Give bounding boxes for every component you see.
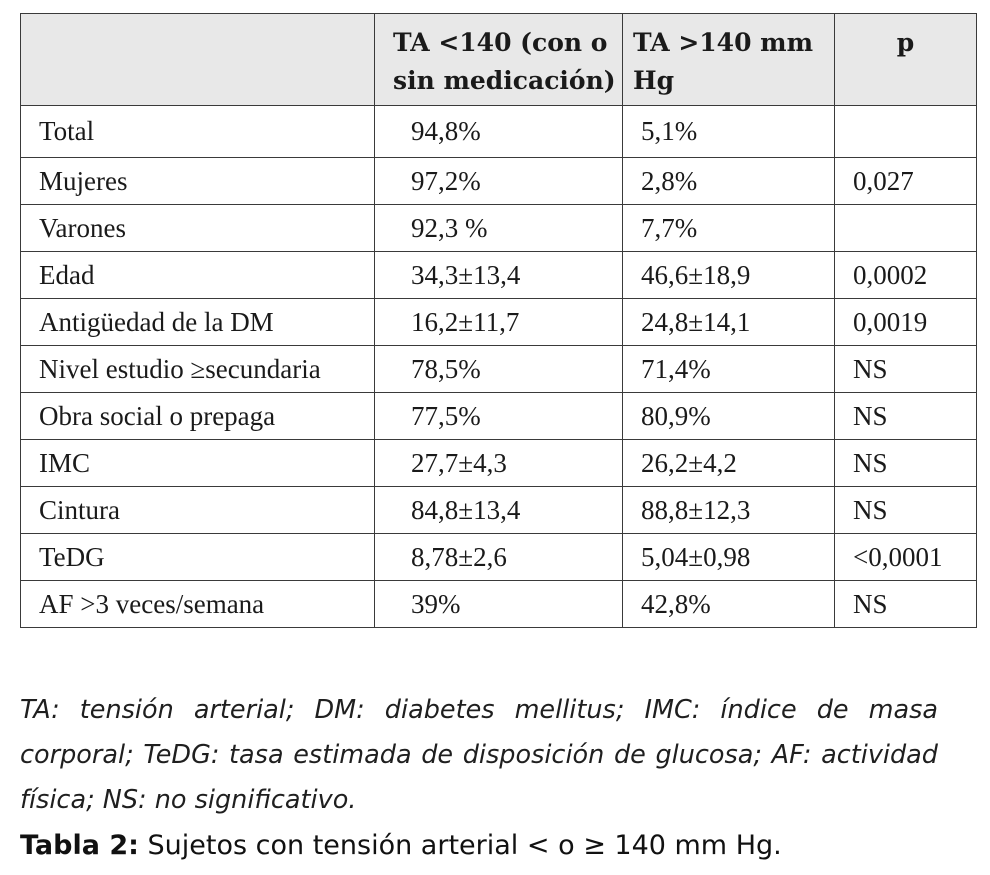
cell-ta-below-140: 16,2±11,7 <box>374 298 623 346</box>
header-ta-above-140: TA >140 mm Hg <box>622 13 835 106</box>
cell-ta-below-140: 97,2% <box>374 157 623 205</box>
table-row: TeDG 8,78±2,6 5,04±0,98 <0,0001 <box>20 533 977 581</box>
cell-ta-above-140: 46,6±18,9 <box>622 251 835 299</box>
cell-ta-above-140: 26,2±4,2 <box>622 439 835 487</box>
cell-ta-above-140: 24,8±14,1 <box>622 298 835 346</box>
table-row: Nivel estudio ≥secundaria 78,5% 71,4% NS <box>20 345 977 393</box>
cell-ta-above-140: 5,04±0,98 <box>622 533 835 581</box>
cell-p-value <box>834 204 977 252</box>
results-table-container: TA <140 (con o sin medicación) TA >140 m… <box>20 13 977 628</box>
caption-text: Sujetos con tensión arterial < o ≥ 140 m… <box>138 830 782 861</box>
row-label: Mujeres <box>20 157 375 205</box>
cell-p-value: NS <box>834 345 977 393</box>
cell-p-value: NS <box>834 439 977 487</box>
cell-p-value: NS <box>834 392 977 440</box>
table-row: IMC 27,7±4,3 26,2±4,2 NS <box>20 439 977 487</box>
cell-p-value: 0,0019 <box>834 298 977 346</box>
table-row: Antigüedad de la DM 16,2±11,7 24,8±14,1 … <box>20 298 977 346</box>
row-label: TeDG <box>20 533 375 581</box>
cell-ta-below-140: 94,8% <box>374 105 623 158</box>
cell-ta-below-140: 92,3 % <box>374 204 623 252</box>
table-row: AF >3 veces/semana 39% 42,8% NS <box>20 580 977 628</box>
cell-ta-below-140: 84,8±13,4 <box>374 486 623 534</box>
table-header-row: TA <140 (con o sin medicación) TA >140 m… <box>20 13 977 106</box>
table-row: Mujeres 97,2% 2,8% 0,027 <box>20 157 977 205</box>
cell-ta-above-140: 71,4% <box>622 345 835 393</box>
cell-ta-above-140: 5,1% <box>622 105 835 158</box>
cell-ta-above-140: 88,8±12,3 <box>622 486 835 534</box>
table-row: Edad 34,3±13,4 46,6±18,9 0,0002 <box>20 251 977 299</box>
cell-p-value: <0,0001 <box>834 533 977 581</box>
cell-ta-above-140: 7,7% <box>622 204 835 252</box>
row-label: Nivel estudio ≥secundaria <box>20 345 375 393</box>
row-label: Edad <box>20 251 375 299</box>
cell-ta-below-140: 39% <box>374 580 623 628</box>
cell-ta-below-140: 27,7±4,3 <box>374 439 623 487</box>
cell-ta-below-140: 78,5% <box>374 345 623 393</box>
row-label: Total <box>20 105 375 158</box>
cell-ta-above-140: 42,8% <box>622 580 835 628</box>
cell-ta-below-140: 34,3±13,4 <box>374 251 623 299</box>
table-footnote: TA: tensión arterial; DM: diabetes melli… <box>20 695 938 815</box>
table-row: Varones 92,3 % 7,7% <box>20 204 977 252</box>
cell-p-value: 0,027 <box>834 157 977 205</box>
row-label: Varones <box>20 204 375 252</box>
row-label: AF >3 veces/semana <box>20 580 375 628</box>
table-caption: Tabla 2: Sujetos con tensión arterial < … <box>20 826 782 866</box>
results-table: TA <140 (con o sin medicación) TA >140 m… <box>20 13 977 628</box>
header-label-column <box>20 13 375 106</box>
cell-p-value: NS <box>834 486 977 534</box>
row-label: Obra social o prepaga <box>20 392 375 440</box>
row-label: Cintura <box>20 486 375 534</box>
cell-ta-below-140: 77,5% <box>374 392 623 440</box>
table-row: Obra social o prepaga 77,5% 80,9% NS <box>20 392 977 440</box>
table-row: Total 94,8% 5,1% <box>20 105 977 158</box>
header-ta-below-140: TA <140 (con o sin medicación) <box>374 13 623 106</box>
cell-ta-below-140: 8,78±2,6 <box>374 533 623 581</box>
cell-p-value <box>834 105 977 158</box>
caption-label: Tabla 2: <box>20 830 139 861</box>
cell-p-value: NS <box>834 580 977 628</box>
cell-p-value: 0,0002 <box>834 251 977 299</box>
table-row: Cintura 84,8±13,4 88,8±12,3 NS <box>20 486 977 534</box>
row-label: IMC <box>20 439 375 487</box>
cell-ta-above-140: 2,8% <box>622 157 835 205</box>
row-label: Antigüedad de la DM <box>20 298 375 346</box>
header-p-value: p <box>834 13 977 106</box>
cell-ta-above-140: 80,9% <box>622 392 835 440</box>
